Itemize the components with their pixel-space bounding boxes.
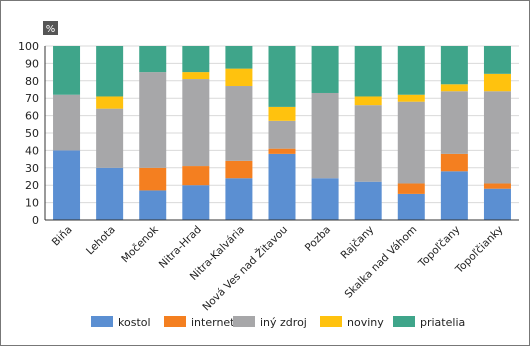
- x-tick-label: Topoľčany: [416, 224, 463, 271]
- y-tick-label: 30: [25, 162, 39, 175]
- bar-segment: [139, 190, 167, 220]
- unit-badge: %: [43, 21, 58, 35]
- bar-segment: [225, 178, 253, 220]
- bar-segment: [139, 167, 167, 191]
- y-tick-label: 70: [25, 92, 39, 105]
- x-tick-label: Skalka nad Váhom: [342, 224, 419, 301]
- legend-label: kostol: [118, 316, 151, 329]
- bar-segment: [96, 46, 124, 97]
- y-tick-label: 80: [25, 75, 39, 88]
- bar-segment: [397, 94, 425, 102]
- bar-segment: [397, 183, 425, 194]
- bar-segment: [483, 183, 511, 189]
- y-tick-label: 90: [25, 57, 39, 70]
- bar-segment: [96, 167, 124, 220]
- legend-swatch: [233, 316, 255, 327]
- legend-swatch: [393, 316, 415, 327]
- legend-label: internet: [191, 316, 235, 329]
- bar-segment: [182, 72, 210, 80]
- y-tick-label: 40: [25, 144, 39, 157]
- bar-segment: [182, 185, 210, 220]
- bar-segment: [182, 46, 210, 73]
- legend-label: noviny: [347, 316, 384, 329]
- x-tick-label: Pozba: [303, 224, 333, 254]
- bar-segment: [311, 178, 339, 220]
- bar-segment: [397, 46, 425, 95]
- bar-segment: [96, 96, 124, 109]
- y-tick-label: 50: [25, 127, 39, 140]
- bar-segment: [53, 46, 81, 95]
- legend-label: iný zdroj: [260, 316, 307, 329]
- x-tick-label: Lehota: [84, 224, 118, 258]
- bar-segment: [311, 92, 339, 179]
- x-tick-label: Rajčany: [338, 224, 376, 262]
- bar-segment: [440, 84, 468, 92]
- bar-segment: [96, 108, 124, 168]
- bar-segment: [397, 193, 425, 220]
- unit-label: %: [46, 24, 56, 35]
- bar-segment: [268, 120, 296, 149]
- legend-swatch: [164, 316, 186, 327]
- bar-segment: [225, 86, 253, 161]
- bar-segment: [53, 94, 81, 151]
- bar-segment: [268, 148, 296, 154]
- legend-swatch: [91, 316, 113, 327]
- bar-segment: [354, 105, 382, 182]
- bar-segment: [139, 46, 167, 73]
- x-tick-label: Nitra-Hrad: [157, 224, 204, 271]
- x-tick-label: Nová Ves nad Žitavou: [200, 223, 290, 313]
- bar-segment: [397, 101, 425, 184]
- bar-segment: [182, 79, 210, 167]
- bar-segment: [440, 46, 468, 85]
- bar-segment: [483, 91, 511, 184]
- legend-label: priatelia: [420, 316, 465, 329]
- y-tick-label: 60: [25, 110, 39, 123]
- bar-segment: [268, 153, 296, 220]
- bar-segment: [354, 96, 382, 106]
- bar-segment: [440, 91, 468, 154]
- bar-segment: [225, 68, 253, 87]
- bar-segment: [182, 166, 210, 186]
- bar-segment: [268, 106, 296, 121]
- unit-badge-box: [43, 21, 58, 35]
- y-tick-label: 0: [32, 214, 39, 227]
- x-tick-label: Močenok: [119, 223, 161, 265]
- bar-segment: [225, 46, 253, 69]
- x-tick-label: Biňa: [50, 224, 75, 249]
- y-tick-label: 10: [25, 197, 39, 210]
- bar-segment: [139, 72, 167, 168]
- bar-segment: [483, 46, 511, 74]
- bar-segment: [440, 171, 468, 220]
- bar-segment: [354, 181, 382, 220]
- bar-segment: [225, 160, 253, 179]
- y-tick-label: 100: [18, 40, 39, 53]
- legend-swatch: [320, 316, 342, 327]
- bar-segment: [483, 188, 511, 220]
- bar-segment: [268, 46, 296, 107]
- y-tick-label: 20: [25, 179, 39, 192]
- bar-segment: [483, 73, 511, 92]
- bar-segment: [354, 46, 382, 97]
- legend: kostol internet iný zdroj noviny priatelia: [91, 316, 465, 329]
- bar-segment: [53, 150, 81, 220]
- bar-segment: [440, 153, 468, 172]
- bar-segment: [311, 46, 339, 93]
- bars: [53, 46, 511, 220]
